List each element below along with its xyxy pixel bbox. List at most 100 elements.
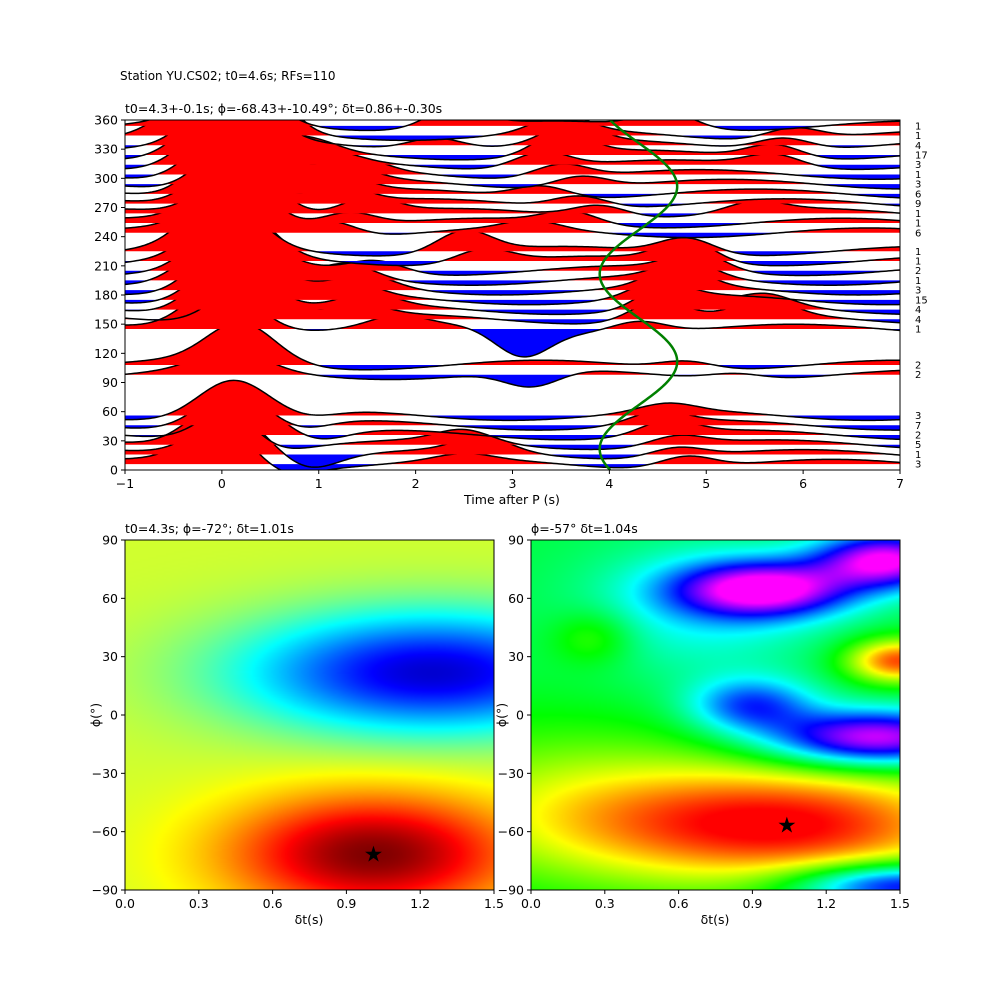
right-panel-title: ϕ=-57° δt=1.04s: [531, 521, 638, 536]
rf-positive-fill: [125, 406, 900, 445]
trace-count-label: 1: [915, 170, 921, 181]
trace-count-label: 7: [915, 421, 921, 432]
left-y-tick-label: −60: [92, 824, 118, 839]
rf-negative-fill: [125, 309, 900, 315]
top-y-tick-label: 90: [102, 375, 118, 390]
left-maximum-star-icon: ★: [364, 843, 384, 868]
right-x-axis: 0.0 0.3 0.6 0.9 1.2 1.5: [521, 890, 910, 911]
top-y-tick-label: 240: [94, 229, 118, 244]
rf-negative-fill: [125, 280, 900, 286]
energy-grid-left-panel: t0=4.3s; ϕ=-72°; δt=1.01s 0.0 0.3 0.6 0.9 1.…: [88, 521, 504, 927]
rf-negative-fill: [125, 174, 900, 180]
rf-trace-line: [125, 379, 900, 422]
top-y-tick-label: 180: [94, 288, 118, 303]
right-y-tick-label: −90: [498, 883, 524, 898]
trace-count-label: 1: [915, 247, 921, 258]
trace-count-label: 2: [915, 370, 921, 381]
right-y-tick-label: −60: [498, 824, 524, 839]
rf-negative-fill: [125, 365, 900, 370]
rf-negative-fill: [125, 223, 900, 228]
trace-count-label: 1: [915, 131, 921, 142]
trace-count-label: 6: [915, 189, 921, 200]
left-panel-title: t0=4.3s; ϕ=-72°; δt=1.01s: [125, 521, 294, 536]
top-y-tick-label: 60: [102, 404, 118, 419]
trace-count-label: 2: [915, 431, 921, 442]
left-x-axis-label: δt(s): [295, 912, 324, 927]
right-heatmap-image: [531, 540, 900, 890]
trace-count-label: 17: [915, 151, 928, 162]
right-x-axis-label: δt(s): [701, 912, 730, 927]
rf-positive-fill: [125, 380, 900, 416]
trace-count-label: 5: [915, 440, 921, 451]
rf-trace-line: [125, 120, 900, 149]
left-x-tick-label: 1.2: [410, 896, 430, 911]
trace-count-label: 2: [915, 266, 921, 277]
rf-positive-fill: [125, 399, 900, 435]
right-x-tick-label: 1.5: [890, 896, 910, 911]
top-x-tick-label: 5: [702, 476, 710, 491]
trace-count-label: 1: [915, 209, 921, 220]
right-y-tick-label: 60: [508, 591, 524, 606]
top-y-tick-label: 270: [94, 200, 118, 215]
trace-count-label: 1: [915, 256, 921, 267]
trace-count-label: 1: [915, 121, 921, 132]
rf-negative-fill: [125, 415, 900, 421]
left-heatmap-image: [125, 540, 494, 890]
rf-positive-fill: [125, 120, 900, 155]
trace-count-label: 1: [915, 276, 921, 287]
rf-positive-fill: [125, 161, 900, 214]
trace-count-label: 4: [915, 141, 921, 152]
rf-negative-fill: [125, 155, 900, 160]
rf-negative-fill: [125, 374, 900, 387]
rf-positive-fill: [125, 322, 900, 365]
left-y-tick-label: −30: [92, 766, 118, 781]
top-x-tick-label: 3: [509, 476, 517, 491]
rf-negative-fill: [125, 329, 900, 357]
top-y-tick-label: 120: [94, 346, 118, 361]
trace-count-label: 3: [915, 286, 921, 297]
right-y-axis-label: ϕ(°): [494, 703, 509, 727]
trace-count-label: 6: [915, 228, 921, 239]
rf-positive-fill: [125, 392, 900, 426]
right-x-tick-label: 0.0: [521, 896, 541, 911]
trace-count-label: 1: [915, 450, 921, 461]
top-x-axis-label: Time after P (s): [463, 492, 560, 507]
rf-positive-fill: [125, 168, 900, 224]
receiver-function-panel: t0=4.3+-0.1s; ϕ=-68.43+-10.49°; δt=0.86+…: [94, 101, 928, 507]
left-y-tick-label: 30: [102, 649, 118, 664]
top-y-tick-label: 150: [94, 317, 118, 332]
trace-count-label: 3: [915, 411, 921, 422]
left-y-tick-label: 90: [102, 533, 118, 548]
rf-negative-fill: [125, 454, 900, 468]
rf-positive-fill: [125, 200, 900, 261]
rf-positive-fill: [125, 120, 900, 175]
trace-count-label: 9: [915, 199, 921, 210]
right-x-tick-label: 0.9: [742, 896, 762, 911]
rf-trace-line: [125, 120, 900, 142]
top-y-tick-label: 210: [94, 258, 118, 273]
left-x-axis: 0.0 0.3 0.6 0.9 1.2 1.5: [115, 890, 504, 911]
left-y-tick-label: 60: [102, 591, 118, 606]
rf-negative-fill: [125, 232, 900, 238]
trace-count-label: 3: [915, 160, 921, 171]
right-y-tick-label: 0: [516, 708, 524, 723]
top-y-axis: 0 30 60 90 120 150 180 210 240 270 300 330 360: [94, 113, 125, 478]
top-x-tick-label: 7: [896, 476, 904, 491]
rf-negative-fill: [125, 125, 900, 131]
left-y-axis-label: ϕ(°): [88, 703, 103, 727]
trace-count-label: 1: [915, 219, 921, 230]
top-y-tick-label: 360: [94, 113, 118, 128]
rf-negative-fill: [125, 260, 900, 266]
trace-count-label: 4: [915, 315, 921, 326]
rf-trace: [125, 120, 900, 142]
top-y-tick-label: 30: [102, 433, 118, 448]
right-y-axis: −90 −60 −30 0 30 60 90: [498, 533, 531, 898]
right-x-tick-label: 1.2: [816, 896, 836, 911]
top-x-tick-label: −1: [116, 476, 134, 491]
trace-count-label: 4: [915, 305, 921, 316]
left-x-tick-label: 0.3: [189, 896, 209, 911]
trace-count-label: 1: [915, 325, 921, 336]
top-x-tick-label: 1: [315, 476, 323, 491]
right-x-tick-label: 0.6: [669, 896, 689, 911]
